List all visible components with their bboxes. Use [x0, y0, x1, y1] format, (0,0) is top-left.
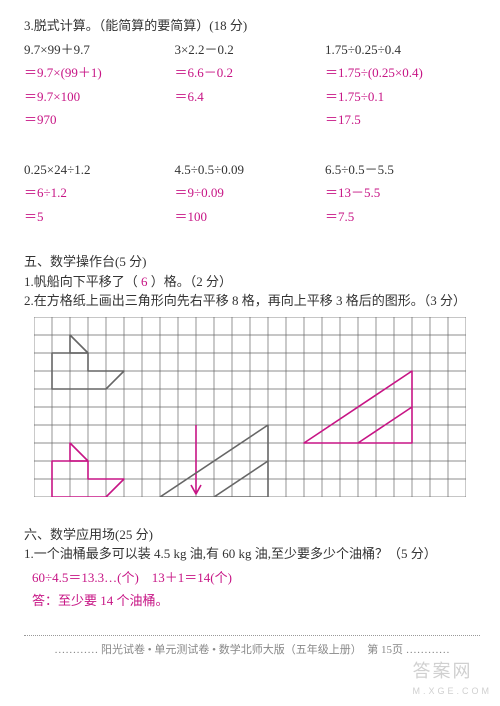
s5-q2: 2.在方格纸上画出三角形向先右平移 8 格，再向上平移 3 格后的图形。（3 分…	[24, 291, 480, 311]
expr: 4.5÷0.5÷0.09	[174, 160, 324, 180]
s5-q1-a: 1.帆船向下平移了（	[24, 274, 138, 289]
q3-r1-c2: 3×2.2－0.2 ＝6.6－0.2 ＝6.4	[174, 36, 324, 134]
s5-q1-ans: 6	[138, 274, 151, 289]
step: ＝9÷0.09	[174, 183, 324, 203]
page-footer: ………… 阳光试卷 • 单元测试卷 • 数学北师大版（五年级上册） 第 15页 …	[24, 635, 480, 659]
step: ＝9.7×100	[24, 87, 174, 107]
q3-r2-c2: 4.5÷0.5÷0.09 ＝9÷0.09 ＝100	[174, 156, 324, 231]
step: ＝6.6－0.2	[174, 63, 324, 83]
expr: 6.5÷0.5－5.5	[325, 160, 475, 180]
expr: 3×2.2－0.2	[174, 40, 324, 60]
watermark-sub: M.XGE.COM	[412, 685, 492, 699]
s6-a1: 60÷4.5＝13.3…(个) 13＋1＝14(个)	[32, 568, 480, 588]
step: ＝13－5.5	[325, 183, 475, 203]
q3-r1-c3: 1.75÷0.25÷0.4 ＝1.75÷(0.25×0.4) ＝1.75÷0.1…	[325, 36, 475, 134]
step: ＝6.4	[174, 87, 324, 107]
q3-title: 3.脱式计算。（能简算的要简算）(18 分)	[24, 16, 480, 36]
q3-r1-c1: 9.7×99＋9.7 ＝9.7×(99＋1) ＝9.7×100 ＝970	[24, 36, 174, 134]
q3-row1: 9.7×99＋9.7 ＝9.7×(99＋1) ＝9.7×100 ＝970 3×2…	[24, 36, 480, 134]
step: ＝6÷1.2	[24, 183, 174, 203]
s5-q1-b: ）格。（2 分）	[151, 274, 232, 289]
step: ＝5	[24, 207, 174, 227]
expr: 9.7×99＋9.7	[24, 40, 174, 60]
step: ＝100	[174, 207, 324, 227]
q3-r2-c1: 0.25×24÷1.2 ＝6÷1.2 ＝5	[24, 156, 174, 231]
step: ＝7.5	[325, 207, 475, 227]
s5-q1: 1.帆船向下平移了（ 6 ）格。（2 分）	[24, 272, 480, 292]
s6-a2: 答：至少要 14 个油桶。	[32, 591, 480, 611]
expr: 0.25×24÷1.2	[24, 160, 174, 180]
step: ＝17.5	[325, 110, 475, 130]
step: ＝9.7×(99＋1)	[24, 63, 174, 83]
s6-q1: 1.一个油桶最多可以装 4.5 kg 油,有 60 kg 油,至少要多少个油桶？…	[24, 544, 480, 564]
section5-heading: 五、数学操作台(5 分)	[24, 252, 480, 272]
expr: 1.75÷0.25÷0.4	[325, 40, 475, 60]
step: ＝970	[24, 110, 174, 130]
watermark: 答案网 M.XGE.COM	[412, 658, 492, 699]
step: ＝1.75÷0.1	[325, 87, 475, 107]
section6-heading: 六、数学应用场(25 分)	[24, 525, 480, 545]
step: ＝1.75÷(0.25×0.4)	[325, 63, 475, 83]
grid-figure	[34, 317, 466, 497]
q3-r2-c3: 6.5÷0.5－5.5 ＝13－5.5 ＝7.5	[325, 156, 475, 231]
watermark-text: 答案网	[412, 661, 472, 681]
q3-row2: 0.25×24÷1.2 ＝6÷1.2 ＝5 4.5÷0.5÷0.09 ＝9÷0.…	[24, 156, 480, 231]
